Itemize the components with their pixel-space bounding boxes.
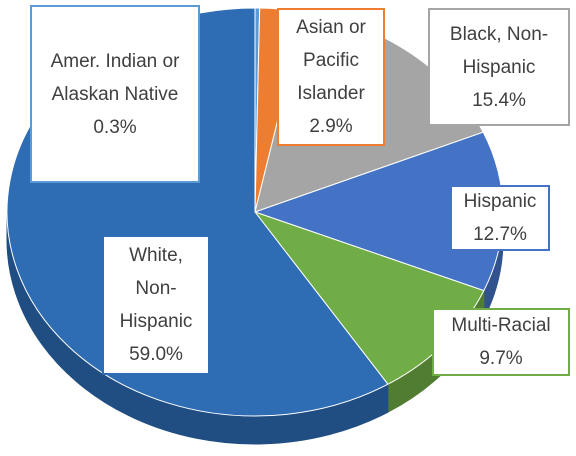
data-label: Amer. Indian or Alaskan Native 0.3% [30,5,200,183]
category-label: Amer. Indian or Alaskan Native [50,50,180,105]
category-label: Asian or Pacific Islander [296,17,366,104]
category-label: Hispanic [463,191,537,212]
category-label: Multi-Racial [451,315,551,336]
data-label: Asian or Pacific Islander 2.9% [277,8,385,146]
data-label: Hispanic 12.7% [450,185,550,251]
data-label: Black, Non-Hispanic 15.4% [428,8,570,126]
value-label: 2.9% [309,116,353,137]
value-label: 0.3% [93,116,137,138]
value-label: 9.7% [479,348,523,369]
value-label: 12.7% [473,224,527,245]
value-label: 15.4% [472,89,526,111]
data-label: White, Non-Hispanic 59.0% [102,235,210,375]
category-label: Black, Non-Hispanic [449,23,549,78]
data-label: Multi-Racial 9.7% [432,308,570,376]
value-label: 59.0% [129,344,183,365]
category-label: White, Non-Hispanic [119,245,193,332]
